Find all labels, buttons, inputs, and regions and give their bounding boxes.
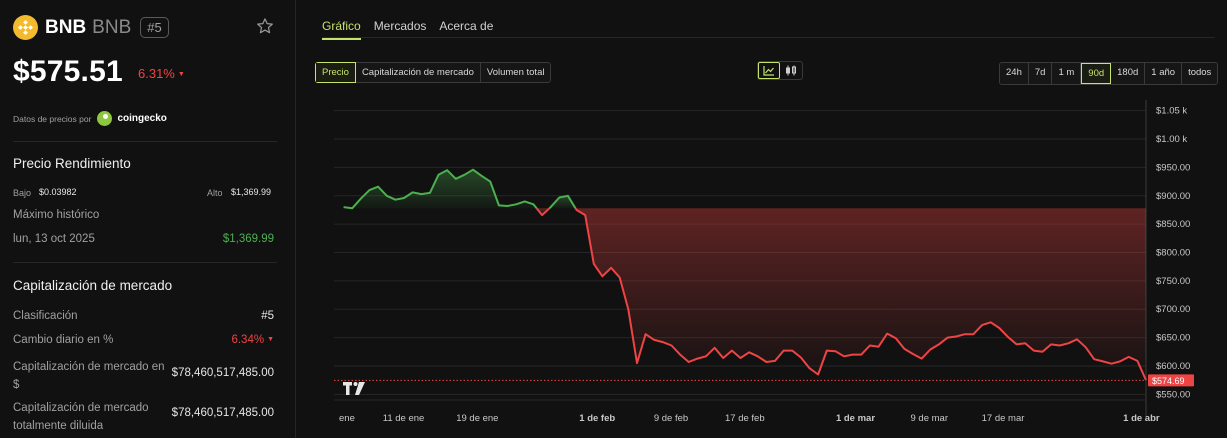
range-180d-button[interactable]: 180d	[1111, 63, 1146, 84]
metric-price-button[interactable]: Precio	[315, 62, 356, 83]
y-tick-label: $1.00 k	[1156, 134, 1187, 145]
high-value: $1,369.99	[231, 187, 272, 197]
market-cap-label: Capitalización de mercado en $	[13, 361, 165, 391]
tradingview-logo-icon	[343, 382, 367, 400]
y-tick-label: $900.00	[1156, 191, 1190, 202]
fdv-value: $78,460,517,485.00	[171, 407, 274, 419]
tab-chart[interactable]: Gráfico	[322, 19, 361, 40]
price-line-down	[535, 207, 551, 217]
price-chart[interactable]: $1.05 k $1.00 k $950.00 $900.00 $850.00 $800.…	[334, 100, 1227, 438]
daily-change-value: 6.34% ▼	[231, 334, 274, 346]
rank-badge: #5	[140, 17, 169, 38]
market-cap-value: $78,460,517,485.00	[171, 367, 274, 379]
rank-value: #5	[261, 310, 274, 322]
coin-header: BNB BNB #5	[13, 15, 169, 40]
current-price: $575.51	[13, 55, 123, 88]
y-tick-label: $700.00	[1156, 304, 1190, 315]
tab-bar: Gráfico Mercados Acerca de	[322, 19, 506, 40]
tab-markets[interactable]: Mercados	[373, 19, 427, 33]
current-price-label: $574.69	[1152, 376, 1185, 386]
coin-info-panel: BNB BNB #5 $575.51 6.31% ▼ Datos de preci…	[0, 0, 296, 438]
rank-label: Clasificación	[13, 310, 78, 322]
coin-symbol: BNB	[92, 16, 132, 38]
y-tick-label: $550.00	[1156, 389, 1190, 400]
y-tick-label: $650.00	[1156, 333, 1190, 344]
high-label: Alto	[207, 188, 223, 198]
x-tick-label: 9 de mar	[911, 413, 949, 424]
metric-volume-button[interactable]: Volumen total	[480, 62, 552, 83]
metric-market-cap-button[interactable]: Capitalización de mercado	[355, 62, 481, 83]
x-tick-label: 1 de feb	[579, 413, 615, 424]
divider	[13, 141, 277, 142]
x-tick-label: 17 de feb	[725, 413, 765, 424]
price-line-up	[548, 194, 577, 210]
divider	[13, 262, 277, 263]
x-tick-label: 19 de ene	[456, 413, 498, 424]
chart-type-toggle	[757, 61, 803, 80]
price-line-down	[574, 207, 1147, 381]
y-tick-label: $600.00	[1156, 361, 1190, 372]
y-tick-label: $950.00	[1156, 162, 1190, 173]
low-value: $0.03982	[39, 187, 77, 197]
tabs-divider	[322, 37, 1215, 38]
x-tick-label: 1 de abr	[1123, 413, 1160, 424]
line-chart-icon[interactable]	[758, 62, 780, 79]
daily-change-label: Cambio diario en %	[13, 334, 114, 346]
range-1m-button[interactable]: 1 m	[1052, 63, 1082, 84]
daily-change-text: 6.34%	[231, 334, 265, 346]
source-label: Datos de precios por	[13, 113, 92, 124]
range-all-button[interactable]: todos	[1182, 63, 1218, 84]
range-1y-button[interactable]: 1 año	[1145, 63, 1183, 84]
x-tick-label: 17 de mar	[982, 413, 1025, 424]
price-source: Datos de precios por coingecko	[13, 111, 167, 126]
candlestick-icon[interactable]	[780, 62, 802, 79]
tab-about[interactable]: Acerca de	[439, 19, 494, 33]
caret-down-icon: ▼	[267, 336, 274, 344]
price-change-value: 6.31%	[138, 66, 175, 81]
fdv-label: Capitalización de mercado totalmente dil…	[13, 402, 149, 432]
price-line-up	[343, 168, 538, 210]
ath-value: $1,369.99	[222, 233, 274, 245]
performance-title: Precio Rendimiento	[13, 156, 131, 171]
ath-label: Máximo histórico	[13, 209, 100, 221]
x-tick-label: 9 de feb	[654, 413, 688, 424]
metric-selector: Precio Capitalización de mercado Volumen…	[315, 62, 552, 83]
caret-down-icon: ▼	[177, 71, 185, 79]
y-tick-label: $800.00	[1156, 248, 1190, 259]
y-tick-label: $750.00	[1156, 276, 1190, 287]
x-tick-label: 11 de ene	[383, 413, 425, 424]
price-change-24h: 6.31% ▼	[138, 66, 185, 81]
coin-name: BNB	[45, 16, 87, 38]
y-tick-label: $1.05 k	[1156, 106, 1187, 117]
time-range-selector: 24h 7d 1 m 90d 180d 1 año todos	[999, 62, 1219, 85]
x-tick-label: 1 de mar	[836, 413, 875, 424]
low-label: Bajo	[13, 188, 32, 198]
bnb-logo-icon	[13, 15, 38, 40]
market-cap-title: Capitalización de mercado	[13, 278, 173, 293]
range-7d-button[interactable]: 7d	[1028, 63, 1053, 84]
favorite-star-icon[interactable]	[256, 17, 276, 37]
source-name[interactable]: coingecko	[117, 113, 167, 124]
range-24h-button[interactable]: 24h	[1000, 63, 1029, 84]
y-tick-label: $850.00	[1156, 219, 1190, 230]
x-tick-label: ene	[339, 413, 355, 424]
range-90d-button[interactable]: 90d	[1081, 63, 1112, 84]
current-price-tag	[1148, 374, 1194, 387]
coingecko-logo-icon	[97, 111, 113, 126]
area-down	[575, 208, 1146, 381]
ath-date: lun, 13 oct 2025	[13, 233, 95, 245]
